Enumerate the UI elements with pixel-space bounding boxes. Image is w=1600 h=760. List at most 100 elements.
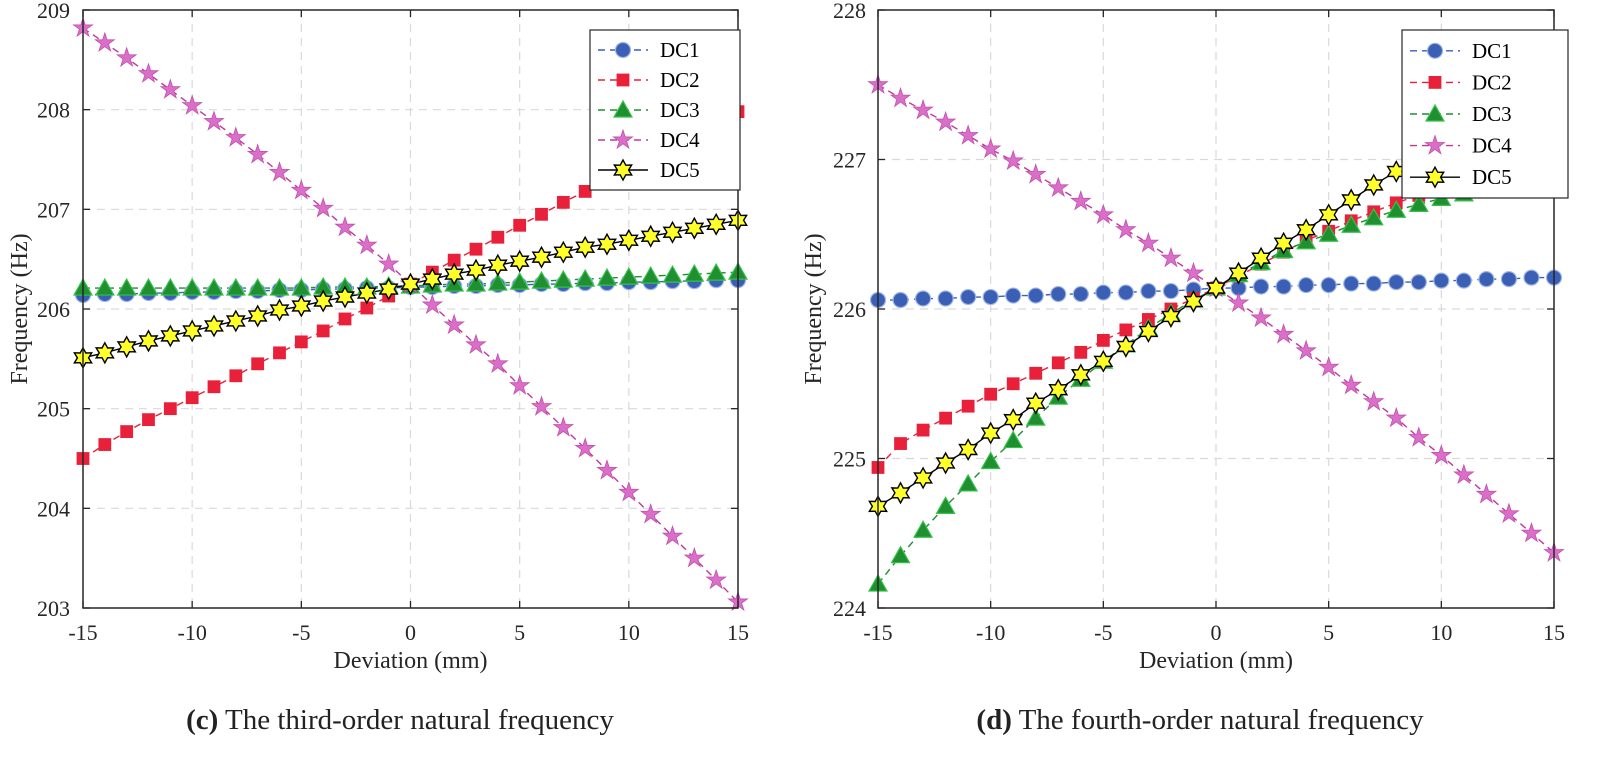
data-point-dc4 xyxy=(1520,521,1543,543)
data-point-dc1 xyxy=(1095,284,1112,301)
data-point-dc5 xyxy=(684,216,705,240)
data-point-dc2 xyxy=(535,207,548,221)
data-point-dc1 xyxy=(1275,278,1292,295)
data-point-dc5 xyxy=(422,267,443,291)
data-point-dc4 xyxy=(443,313,465,335)
data-point-dc4 xyxy=(421,293,444,315)
data-point-dc5 xyxy=(1138,319,1159,343)
x-tick-label: -5 xyxy=(1094,620,1112,645)
data-point-dc5 xyxy=(1296,218,1317,242)
data-point-dc2 xyxy=(1029,366,1043,380)
data-point-dc3 xyxy=(640,265,661,284)
x-tick-label: 5 xyxy=(514,620,525,645)
data-point-dc5 xyxy=(116,335,137,359)
data-point-dc5 xyxy=(400,272,421,296)
data-point-dc5 xyxy=(1183,290,1204,313)
data-point-dc5 xyxy=(1160,305,1181,328)
data-point-dc4 xyxy=(1272,323,1295,344)
legend-marker-dc3 xyxy=(612,99,634,118)
legend-marker-dc5 xyxy=(613,158,633,182)
data-point-dc5 xyxy=(509,249,530,273)
data-point-dc4 xyxy=(1475,483,1498,504)
data-point-dc3 xyxy=(531,270,552,289)
x-axis-title: Deviation (mm) xyxy=(1139,648,1293,674)
data-point-dc3 xyxy=(1386,200,1407,218)
x-tick-label: -5 xyxy=(292,620,310,645)
data-point-dc5 xyxy=(935,451,956,475)
data-point-dc5 xyxy=(1206,276,1226,300)
data-point-dc5 xyxy=(225,309,246,333)
data-point-dc2 xyxy=(142,413,155,427)
data-point-dc1 xyxy=(914,290,932,307)
data-point-dc3 xyxy=(1318,224,1339,242)
data-point-dc1 xyxy=(1117,284,1134,301)
data-point-dc3 xyxy=(160,277,181,296)
data-point-dc3 xyxy=(913,520,934,538)
x-tick-label: -15 xyxy=(863,620,892,645)
data-point-dc2 xyxy=(1096,333,1110,347)
data-point-dc1 xyxy=(1050,285,1067,303)
data-point-dc4 xyxy=(334,215,356,237)
data-point-dc4 xyxy=(912,98,934,120)
data-point-dc5 xyxy=(890,481,911,505)
x-tick-label: -15 xyxy=(68,620,97,645)
data-point-dc3 xyxy=(1408,194,1429,212)
series-points-dc4 xyxy=(72,16,749,612)
data-point-dc5 xyxy=(378,277,399,301)
data-point-dc3 xyxy=(509,271,530,290)
data-point-dc1 xyxy=(1523,269,1540,286)
data-point-dc4 xyxy=(356,233,378,255)
data-point-dc3 xyxy=(203,277,225,296)
data-point-dc5 xyxy=(706,212,727,236)
data-point-dc4 xyxy=(1115,218,1137,239)
legend-marker-dc2 xyxy=(1428,76,1442,89)
legend-label-dc5: DC5 xyxy=(660,158,700,182)
data-point-dc4 xyxy=(246,143,269,164)
data-point-dc5 xyxy=(1251,246,1271,270)
x-tick-label: 0 xyxy=(1211,620,1222,645)
data-point-dc4 xyxy=(1227,291,1250,313)
data-point-dc5 xyxy=(466,258,486,282)
data-point-dc4 xyxy=(1047,176,1070,198)
y-tick-label: 226 xyxy=(833,297,866,322)
data-point-dc1 xyxy=(1388,273,1405,291)
data-point-dc2 xyxy=(207,380,221,394)
data-point-dc2 xyxy=(316,324,330,338)
data-point-dc1 xyxy=(1365,275,1382,292)
data-point-dc4 xyxy=(1317,355,1340,377)
legend: DC1 DC2 DC3 DC4 DC5 xyxy=(1401,29,1569,199)
data-point-dc1 xyxy=(1478,271,1495,288)
data-point-dc5 xyxy=(597,232,617,256)
data-point-dc2 xyxy=(961,399,975,413)
data-point-dc5 xyxy=(1318,203,1339,227)
data-point-dc4 xyxy=(290,179,313,200)
data-point-dc4 xyxy=(1430,444,1453,465)
data-point-dc4 xyxy=(1340,373,1362,395)
data-point-dc4 xyxy=(1182,261,1205,283)
data-point-dc4 xyxy=(1250,306,1272,328)
legend-marker-dc4 xyxy=(612,128,634,150)
data-point-dc2 xyxy=(273,346,286,360)
data-point-dc2 xyxy=(338,312,352,326)
chart-c: -15 -10 -5 0 5 10 15 203 204 205 206 207 208 209 Devia… xyxy=(7,0,749,674)
data-point-dc4 xyxy=(1137,231,1160,253)
data-point-dc4 xyxy=(596,459,618,480)
data-point-dc1 xyxy=(1162,282,1180,300)
data-point-dc3 xyxy=(980,451,1001,470)
data-point-dc5 xyxy=(575,235,596,259)
data-point-dc3 xyxy=(553,269,574,288)
data-point-dc4 xyxy=(1385,406,1408,428)
data-point-dc4 xyxy=(94,31,116,53)
data-point-dc2 xyxy=(294,335,308,349)
data-point-dc3 xyxy=(1363,207,1384,226)
data-point-dc4 xyxy=(934,110,957,132)
legend-marker-dc1 xyxy=(1426,42,1444,59)
data-point-dc4 xyxy=(465,333,487,355)
caption-c-text: The third-order natural frequency xyxy=(225,704,614,736)
legend-label-dc3: DC3 xyxy=(1472,102,1512,126)
caption-c-letter: (c) xyxy=(186,704,219,736)
caption-d-letter: (d) xyxy=(976,704,1012,736)
data-point-dc5 xyxy=(553,240,574,264)
data-point-dc3 xyxy=(225,277,246,296)
data-point-dc5 xyxy=(1003,408,1024,432)
